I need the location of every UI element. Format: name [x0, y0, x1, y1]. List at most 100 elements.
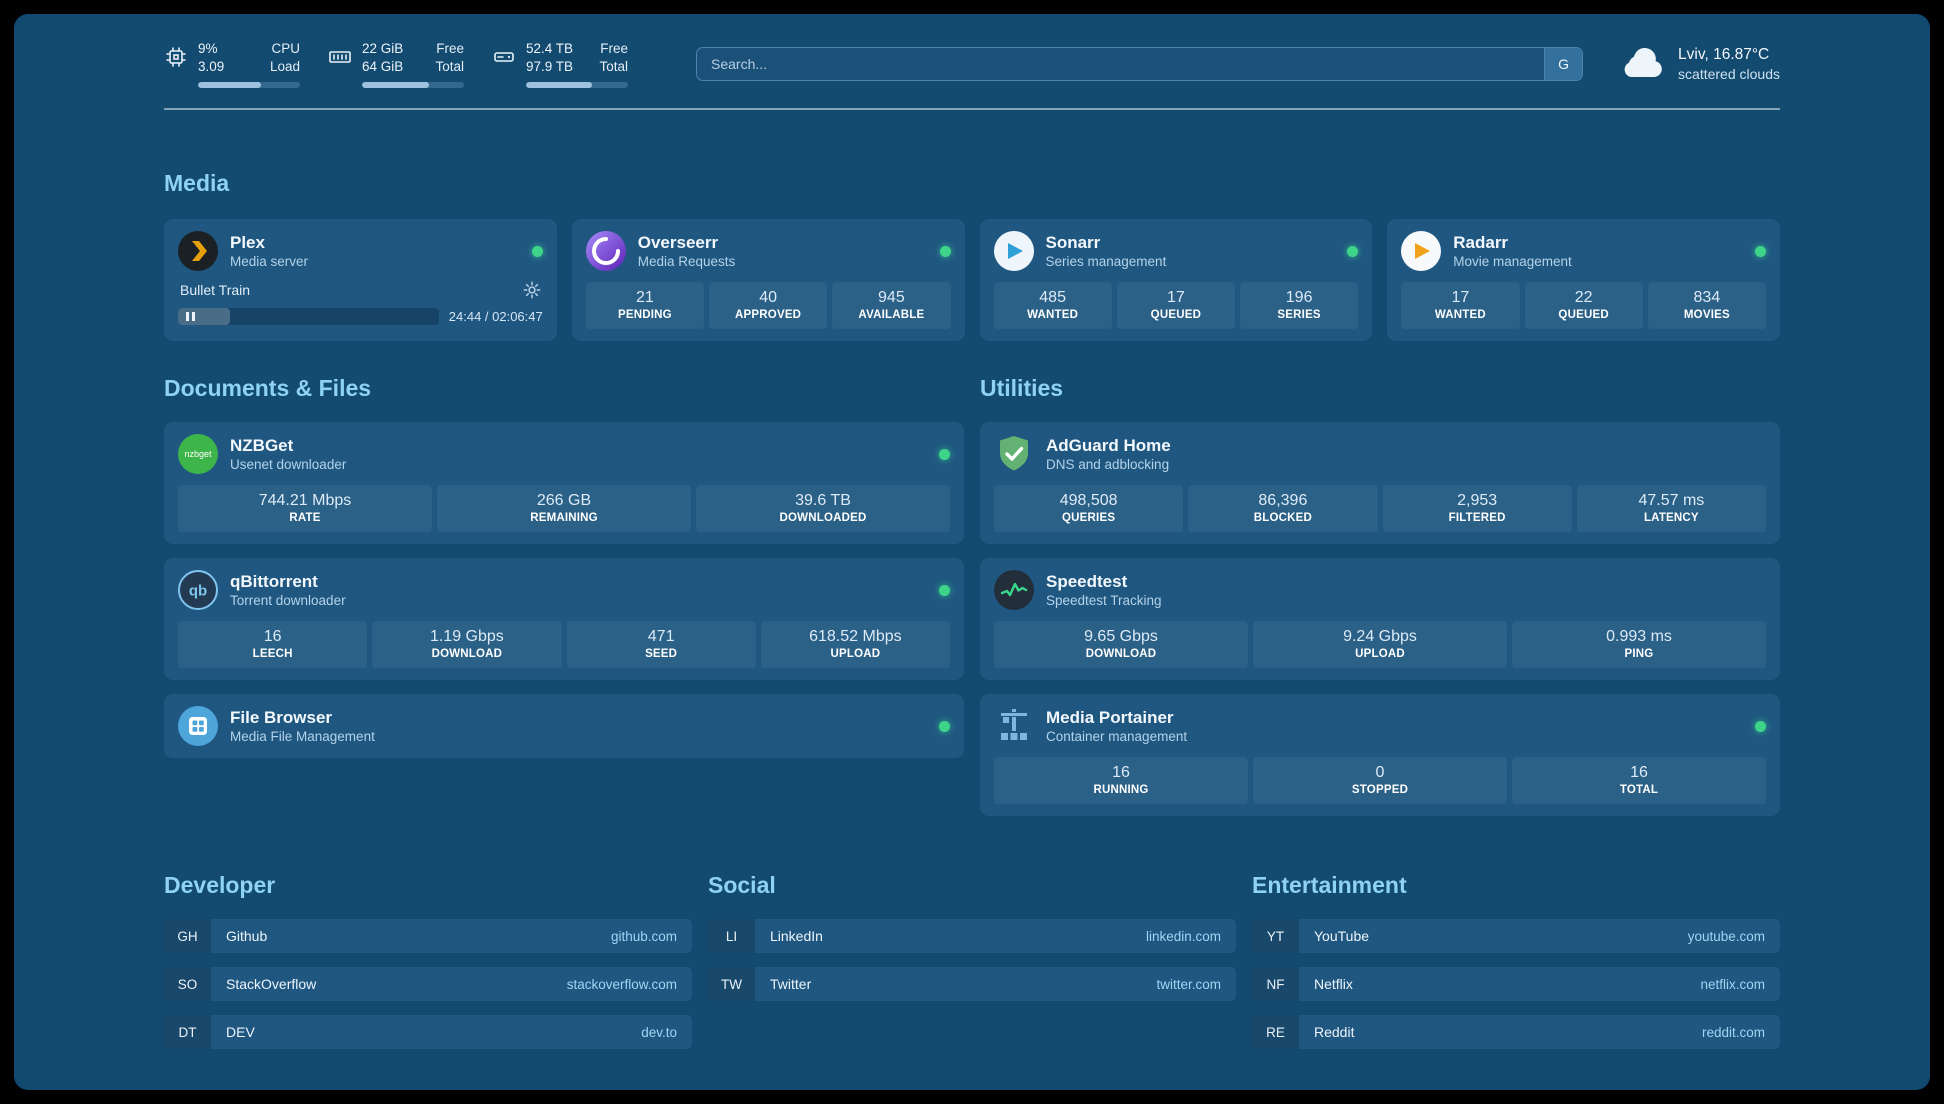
search-engine-button[interactable]: G: [1544, 48, 1583, 80]
stat-tile: 0.993 ms PING: [1512, 621, 1766, 668]
stat-tile: 618.52 Mbps UPLOAD: [760, 621, 950, 668]
stat-label: SERIES: [1277, 309, 1321, 321]
stat-tile: 945 AVAILABLE: [832, 282, 951, 329]
nzbget-card[interactable]: nzbget NZBGet Usenet downloader 744.21 M…: [164, 422, 964, 544]
stat-value: 0: [1375, 764, 1385, 781]
entertainment-section-title: Entertainment: [1252, 872, 1407, 898]
stat-label: LATENCY: [1643, 512, 1699, 524]
plex-card[interactable]: Plex Media server Bullet Train: [164, 219, 557, 341]
bookmark-stackoverflow[interactable]: SO StackOverflow stackoverflow.com: [164, 967, 692, 1001]
stat-tile: 2,953 FILTERED: [1382, 485, 1572, 532]
stat-tile: 17 WANTED: [1401, 282, 1520, 329]
service-description: Media server: [230, 254, 309, 269]
stat-label: MOVIES: [1683, 309, 1730, 321]
overseerr-card[interactable]: Overseerr Media Requests 21 PENDING 40 A…: [571, 219, 965, 341]
bookmark-github[interactable]: GH Github github.com: [164, 919, 692, 953]
portainer-card[interactable]: Media Portainer Container management 16 …: [980, 694, 1780, 816]
media-section-title: Media: [164, 170, 230, 196]
stat-label: UPLOAD: [1355, 648, 1405, 660]
service-name: File Browser: [230, 708, 333, 727]
weather-location: Lviv, 16.87°C: [1678, 46, 1770, 63]
stat-label: REMAINING: [530, 512, 598, 524]
cpu-progressbar: [198, 82, 300, 88]
stat-tile: 40 APPROVED: [709, 282, 828, 329]
nzbget-icon: nzbget: [178, 434, 218, 474]
filebrowser-card[interactable]: File Browser Media File Management: [164, 694, 964, 758]
stat-label: UPLOAD: [830, 648, 881, 660]
ram-total-label: Total: [435, 58, 464, 74]
cpu-usage-value: 9%: [198, 41, 218, 56]
service-description: Media Requests: [637, 254, 736, 269]
bookmark-domain: linkedin.com: [1145, 928, 1221, 944]
disk-metric: 52.4 TB 97.9 TB Free Total: [492, 40, 628, 88]
playback-progressbar[interactable]: [178, 308, 439, 325]
bookmark-linkedin[interactable]: LI LinkedIn linkedin.com: [708, 919, 1236, 953]
stat-value: 2,953: [1457, 492, 1498, 509]
service-name: Media Portainer: [1046, 708, 1174, 727]
radarr-card[interactable]: Radarr Movie management 17 WANTED 22 QUE…: [1387, 219, 1780, 341]
stat-tile: 744.21 Mbps RATE: [178, 485, 432, 532]
sonarr-card[interactable]: Sonarr Series management 485 WANTED 17 Q…: [979, 219, 1373, 341]
disk-progressbar: [526, 82, 628, 88]
service-description: Torrent downloader: [230, 593, 346, 608]
service-description: Speedtest Tracking: [1046, 593, 1162, 608]
status-dot: [1755, 720, 1766, 732]
stat-tile: 834 MOVIES: [1647, 282, 1766, 329]
qbittorrent-card[interactable]: qb qBittorrent Torrent downloader 16 LEE…: [164, 558, 964, 680]
stat-tile: 9.24 Gbps UPLOAD: [1253, 621, 1507, 668]
service-name: Radarr: [1453, 233, 1509, 252]
filebrowser-icon: [178, 706, 218, 746]
status-dot: [531, 245, 543, 257]
qbittorrent-icon: qb: [178, 570, 218, 610]
stat-label: LEECH: [252, 648, 293, 660]
bookmark-name: Twitter: [770, 976, 812, 992]
bookmark-youtube[interactable]: YT YouTube youtube.com: [1252, 919, 1780, 953]
gear-icon[interactable]: [523, 281, 541, 299]
bookmark-twitter[interactable]: TW Twitter twitter.com: [708, 967, 1236, 1001]
pause-icon[interactable]: [186, 312, 195, 321]
service-description: Media File Management: [230, 729, 375, 744]
bookmark-name: Reddit: [1314, 1024, 1355, 1040]
bookmark-domain: youtube.com: [1687, 928, 1765, 944]
bookmark-netflix[interactable]: NF Netflix netflix.com: [1252, 967, 1780, 1001]
weather-widget[interactable]: Lviv, 16.87°C scattered clouds: [1619, 45, 1780, 83]
stat-tile: 16 LEECH: [178, 621, 368, 668]
stat-value: 9.24 Gbps: [1343, 628, 1417, 645]
playback-time: 24:44 / 02:06:47: [448, 309, 543, 324]
adguard-card[interactable]: AdGuard Home DNS and adblocking 498,508 …: [980, 422, 1780, 544]
cpu-chip-icon: [166, 47, 186, 67]
stat-value: 16: [263, 628, 282, 645]
utilities-section: Utilities AdGuard Home DNS and a: [980, 375, 1780, 816]
documents-section: Documents & Files nzbget NZBGet U: [164, 375, 964, 758]
stat-tile: 498,508 QUERIES: [994, 485, 1184, 532]
bookmark-dev[interactable]: DT DEV dev.to: [164, 1015, 692, 1049]
stat-label: PENDING: [617, 309, 672, 321]
bookmark-reddit[interactable]: RE Reddit reddit.com: [1252, 1015, 1780, 1049]
stat-tile: 485 WANTED: [993, 282, 1112, 329]
bookmark-name: Github: [226, 928, 268, 944]
ram-total-value: 64 GiB: [362, 58, 404, 74]
utilities-section-title: Utilities: [980, 375, 1064, 401]
developer-section-title: Developer: [164, 872, 276, 898]
stat-value: 618.52 Mbps: [809, 628, 902, 645]
search-input[interactable]: [697, 48, 1545, 80]
stat-tile: 86,396 BLOCKED: [1188, 485, 1378, 532]
status-dot: [1347, 245, 1359, 257]
stat-value: 744.21 Mbps: [258, 492, 352, 509]
stat-value: 471: [647, 628, 675, 645]
stat-label: QUEUED: [1558, 309, 1609, 321]
status-dot: [939, 720, 950, 732]
stat-value: 16: [1630, 764, 1648, 781]
svg-text:qb: qb: [189, 583, 207, 600]
overseerr-icon: [585, 231, 626, 271]
stat-value: 0.993 ms: [1606, 628, 1672, 645]
bookmark-name: Netflix: [1314, 976, 1353, 992]
entertainment-links-section: Entertainment YT YouTube youtube.com NF …: [1252, 872, 1780, 1049]
service-name: Speedtest: [1046, 572, 1128, 591]
bookmark-abbr: LI: [708, 919, 755, 953]
stat-value: 945: [878, 289, 905, 306]
disk-free-label: Free: [600, 41, 628, 56]
speedtest-card[interactable]: Speedtest Speedtest Tracking 9.65 Gbps D…: [980, 558, 1780, 680]
stat-label: AVAILABLE: [858, 309, 925, 321]
disk-icon: [494, 52, 514, 62]
